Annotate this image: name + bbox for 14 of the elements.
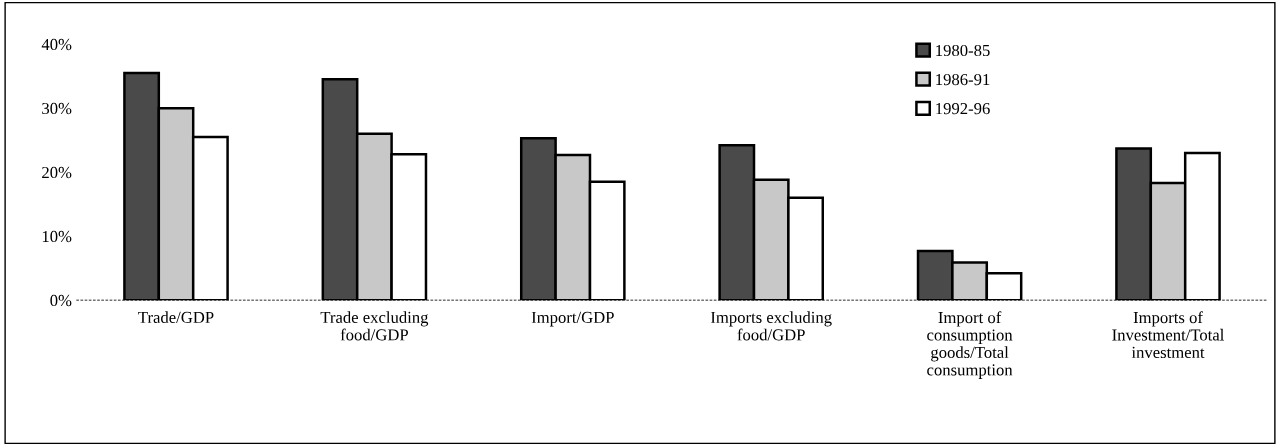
y-tick-label: 40% [41, 38, 72, 51]
x-tick-label: Trade excluding food/GDP [320, 311, 429, 341]
x-tick-label: Imports excluding food/GDP [710, 311, 832, 341]
x-tick-label: Import of consumption goods/Total consumption [927, 311, 1013, 379]
legend-label: 1980-85 [936, 44, 990, 57]
y-tick-label: 30% [42, 102, 72, 115]
x-tick-label: Import/GDP [531, 311, 614, 327]
x-tick-label: Trade/GDP [138, 311, 214, 323]
x-tick-label: Imports of Investment/Total investment [1112, 311, 1225, 359]
y-tick-label: 0% [50, 294, 72, 307]
y-tick-label: 10% [42, 230, 72, 243]
legend-label: 1986-91 [936, 73, 990, 86]
y-tick-label: 20% [42, 166, 72, 179]
legend-label: 1992-96 [936, 103, 990, 115]
